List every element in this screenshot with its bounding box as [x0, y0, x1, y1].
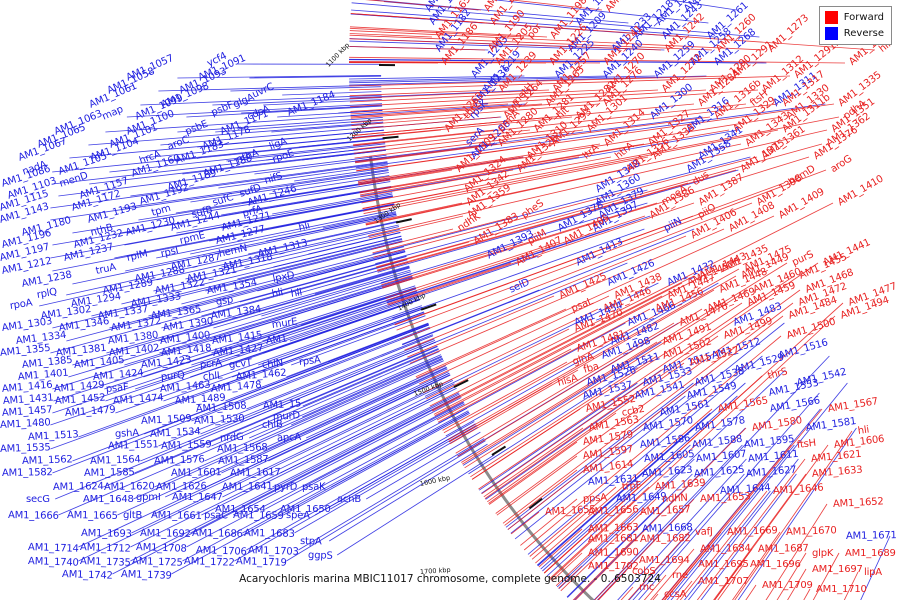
gene-label: AM1_1659 [232, 510, 284, 522]
gene-label: AM1_1695 [698, 559, 749, 570]
gene-label: AM1_1648 [83, 494, 134, 505]
gene-label: AM1_1654 [215, 504, 266, 515]
gene-label: acnB [337, 494, 362, 505]
gene-label: AM1_1601 [170, 467, 222, 479]
gene-label: ggpS [307, 550, 333, 562]
gene-label: AM1_1707 [698, 576, 749, 587]
gene-label: AM1_1689 [845, 548, 896, 559]
gene-label: AM1_1694 [639, 555, 690, 566]
figure-caption: Acaryochloris marina MBIC11017 chromosom… [239, 573, 661, 585]
gene-label: AM1_1684 [699, 543, 751, 555]
gene-label: AM1_1551 [107, 439, 159, 452]
gene-label: AM1_1719 [235, 556, 287, 569]
gene-label: AM1_1617 [229, 467, 281, 479]
gene-label: AM1_1735 [79, 556, 131, 569]
gene-label: ppsA [582, 492, 608, 505]
gene-label: rnc [639, 582, 655, 593]
gene-label: apcA [276, 431, 302, 444]
legend-row-reverse: Reverse [824, 27, 884, 40]
gene-label: speA [285, 510, 310, 522]
gene-label: AM1_1692 [139, 528, 191, 540]
gene-label: AM1_1696 [750, 559, 801, 570]
gene-label: AM1_1559 [160, 439, 212, 452]
gene-label: AM1_1722 [183, 556, 235, 569]
gene-label: AM1_1687 [757, 543, 809, 555]
gene-label: ndhN [661, 492, 688, 505]
gene-label: glpK [812, 548, 834, 559]
gene-label: psaK [301, 481, 326, 493]
legend-label-reverse: Reverse [843, 28, 884, 39]
gene-label: gshA [114, 427, 140, 440]
gene-label: secG [26, 494, 50, 505]
gene-label: hli [270, 287, 284, 300]
gene-label: AM1_1562 [21, 454, 73, 467]
gene-label: AM1_1576 [153, 454, 205, 467]
gene-label: AM1_1709 [762, 580, 813, 591]
gene-label: AM1_1535 [0, 442, 51, 455]
gene-label: AM1_1670 [785, 525, 837, 538]
gene-label: gltB [122, 510, 143, 522]
gene-label: AM1_1568 [216, 442, 268, 455]
forward-color-swatch [824, 11, 838, 24]
gene-label: trpF [621, 480, 642, 493]
gene-label: AM1_1647 [172, 492, 223, 503]
gene-label: AM1_1693 [80, 528, 132, 540]
gene-label: psaF [105, 382, 129, 395]
gene-label: pyrD [273, 481, 298, 493]
gene-label: AM1_1564 [89, 454, 141, 467]
gene-label: AM1_1725 [131, 556, 183, 569]
gene-label: AM1_1641 [221, 481, 273, 493]
gene-label: AM1_1740 [27, 556, 79, 569]
gene-label: AM1_1708 [135, 542, 187, 555]
gene-label: AM1_1690 [587, 547, 639, 559]
reverse-color-swatch [824, 27, 838, 40]
gene-label: gpmI [136, 492, 161, 503]
gene-label: AM1_1702 [588, 561, 639, 572]
gene-label: chlB [261, 418, 283, 431]
gene-label: stpA [299, 536, 322, 548]
gene-label: AM1_1714 [27, 542, 79, 555]
gene-label: AM1_1666 [7, 510, 59, 522]
gene-label: AM1_1712 [79, 542, 131, 555]
gene-label: rne [672, 570, 688, 581]
legend-label-forward: Forward [843, 12, 884, 23]
gene-label: AM1_1710 [816, 584, 867, 595]
gene-label: AM1_1697 [812, 564, 863, 575]
gene-label: AM1_1650 [280, 504, 331, 515]
gene-label: AM1_1682 [639, 533, 691, 545]
gene-label: hli [289, 287, 303, 300]
gene-label: AM1_1585 [83, 467, 135, 479]
gene-label: AM1_1624 [52, 481, 104, 493]
gene-label: psaC [203, 510, 228, 522]
gene-label: cobS [632, 566, 656, 577]
gene-label: vafJ [694, 526, 713, 538]
gene-label: lipA [864, 567, 882, 578]
gene-label: AM1_1686 [191, 528, 243, 540]
legend: Forward Reverse [818, 6, 892, 45]
gene-label: AM1_1665 [66, 510, 118, 522]
gene-label: ccsA [664, 589, 687, 600]
gene-label: AM1_1671 [845, 530, 897, 542]
gene-label: AM1_1587 [217, 454, 269, 467]
gene-label: AM1_1661 [150, 510, 202, 522]
legend-row-forward: Forward [824, 11, 884, 24]
gene-label: AM1_1681 [587, 533, 639, 545]
gene-label: AM1_1683 [243, 528, 295, 540]
gene-label: AM1_1669 [726, 525, 778, 538]
gene-label: AM1_1582 [1, 467, 53, 479]
